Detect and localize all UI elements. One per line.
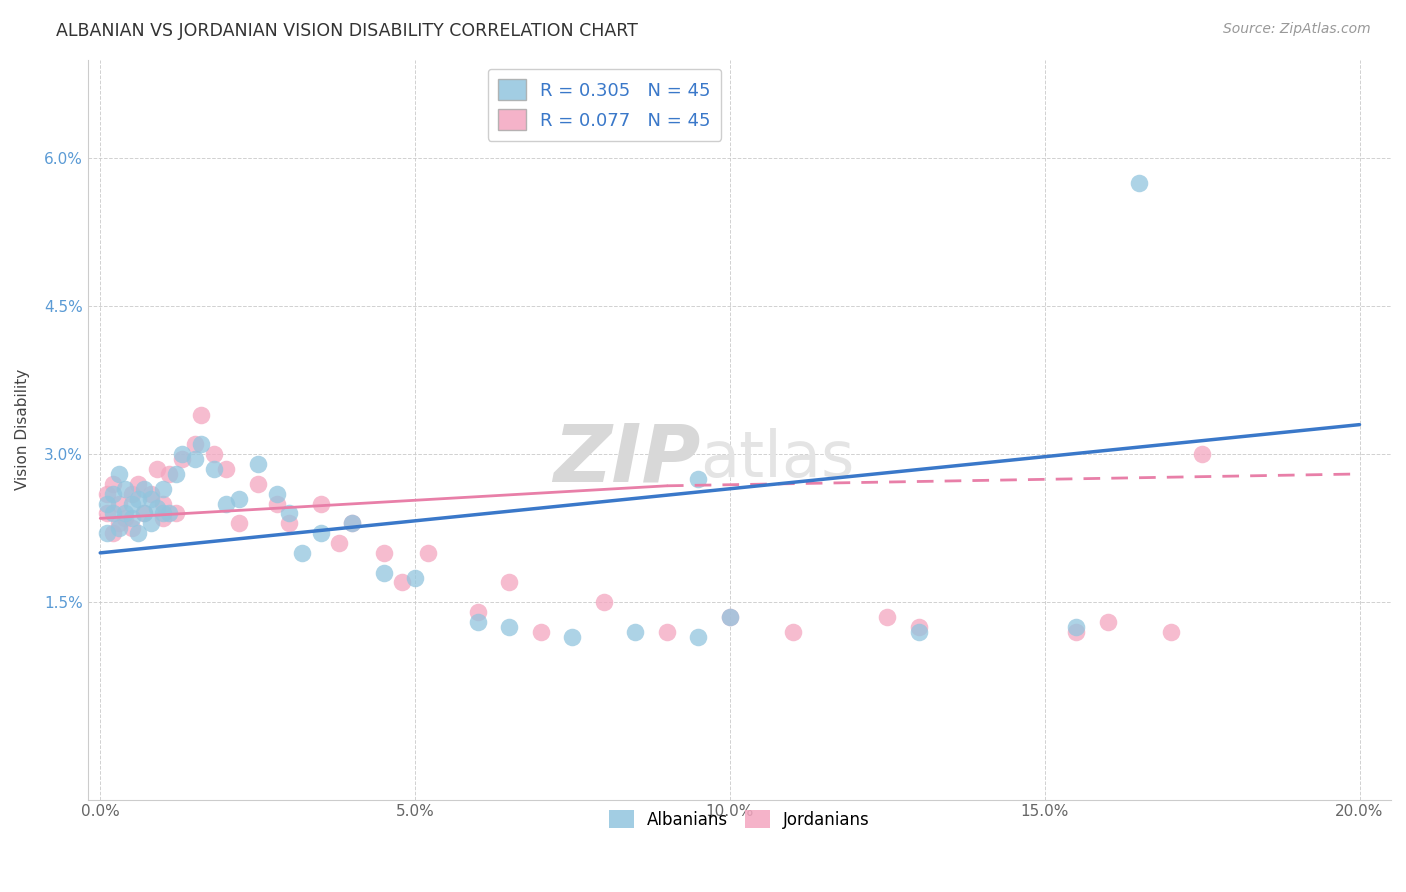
Point [228, 516, 250, 531]
Text: atlas: atlas [700, 428, 855, 491]
Point [96, 526, 118, 541]
Point [718, 610, 741, 624]
Point [165, 467, 187, 481]
Point [718, 610, 741, 624]
Point [782, 624, 804, 639]
Point [688, 630, 710, 644]
Point [688, 472, 710, 486]
Point [96, 507, 118, 521]
Point [340, 516, 363, 531]
Point [183, 437, 205, 451]
Point [561, 630, 583, 644]
Point [108, 467, 131, 481]
Point [101, 486, 124, 500]
Point [593, 595, 616, 609]
Point [152, 507, 174, 521]
Point [152, 482, 174, 496]
Point [907, 624, 929, 639]
Point [159, 507, 181, 521]
Point [139, 491, 162, 506]
Point [108, 516, 131, 531]
Point [127, 476, 149, 491]
Point [152, 511, 174, 525]
Point [1064, 624, 1087, 639]
Point [1160, 624, 1182, 639]
Point [530, 624, 553, 639]
Point [340, 516, 363, 531]
Point [278, 516, 301, 531]
Point [121, 497, 143, 511]
Point [1097, 615, 1119, 629]
Point [655, 624, 678, 639]
Point [108, 521, 131, 535]
Legend: Albanians, Jordanians: Albanians, Jordanians [602, 804, 876, 836]
Point [391, 575, 413, 590]
Point [467, 615, 489, 629]
Point [328, 536, 350, 550]
Point [114, 482, 136, 496]
Point [202, 462, 225, 476]
Point [152, 497, 174, 511]
Text: Source: ZipAtlas.com: Source: ZipAtlas.com [1223, 22, 1371, 37]
Point [291, 546, 314, 560]
Point [228, 491, 250, 506]
Point [498, 575, 520, 590]
Point [246, 457, 269, 471]
Point [266, 486, 288, 500]
Point [1191, 447, 1213, 461]
Point [139, 486, 162, 500]
Point [373, 546, 395, 560]
Point [134, 482, 156, 496]
Point [101, 507, 124, 521]
Point [404, 570, 426, 584]
Point [127, 491, 149, 506]
Point [139, 516, 162, 531]
Point [1128, 176, 1150, 190]
Point [309, 526, 332, 541]
Point [96, 486, 118, 500]
Point [190, 408, 212, 422]
Point [96, 497, 118, 511]
Point [266, 497, 288, 511]
Point [467, 605, 489, 619]
Point [165, 507, 187, 521]
Point [278, 507, 301, 521]
Point [309, 497, 332, 511]
Point [127, 526, 149, 541]
Point [101, 476, 124, 491]
Point [159, 467, 181, 481]
Point [876, 610, 898, 624]
Point [101, 526, 124, 541]
Point [416, 546, 439, 560]
Point [146, 501, 169, 516]
Text: ZIP: ZIP [553, 420, 700, 498]
Point [624, 624, 647, 639]
Text: ALBANIAN VS JORDANIAN VISION DISABILITY CORRELATION CHART: ALBANIAN VS JORDANIAN VISION DISABILITY … [56, 22, 638, 40]
Point [202, 447, 225, 461]
Point [907, 620, 929, 634]
Point [170, 452, 193, 467]
Point [134, 507, 156, 521]
Point [108, 497, 131, 511]
Point [373, 566, 395, 580]
Point [170, 447, 193, 461]
Y-axis label: Vision Disability: Vision Disability [15, 369, 30, 491]
Point [498, 620, 520, 634]
Point [146, 462, 169, 476]
Point [134, 507, 156, 521]
Point [183, 452, 205, 467]
Point [215, 497, 238, 511]
Point [114, 507, 136, 521]
Point [121, 486, 143, 500]
Point [190, 437, 212, 451]
Point [114, 511, 136, 525]
Point [215, 462, 238, 476]
Point [121, 511, 143, 525]
Point [1064, 620, 1087, 634]
Point [246, 476, 269, 491]
Point [121, 521, 143, 535]
